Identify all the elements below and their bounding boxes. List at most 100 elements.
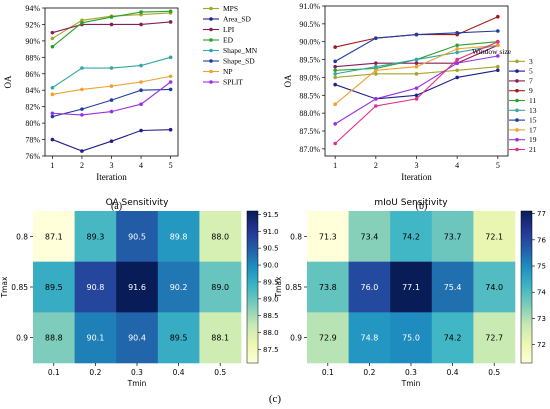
heatmap-cell — [473, 312, 516, 364]
data-point-Area_SD — [80, 149, 84, 153]
cell-value-label: 90.1 — [86, 334, 104, 343]
y-tick-label: 91.0% — [299, 2, 320, 11]
y-tick-label: 88.5% — [299, 91, 320, 100]
y-tick-label: 90.0% — [299, 38, 320, 47]
data-point-Shape_SD — [168, 87, 173, 92]
heatmap-cell — [33, 261, 75, 313]
y-tick-label: 92% — [25, 20, 40, 29]
x-tick-label: 0.4 — [447, 368, 459, 377]
y-axis-label: OA — [3, 75, 13, 88]
data-point-13 — [414, 57, 419, 62]
heatmap-cell — [348, 211, 391, 262]
cell-value-label: 74.0 — [485, 283, 503, 292]
colorbar-tick-label: 74 — [537, 289, 546, 297]
data-point-SPLIT — [80, 113, 84, 117]
data-point-17 — [374, 68, 378, 73]
cell-value-label: 74.2 — [402, 232, 420, 241]
x-tick-label: 1 — [333, 161, 337, 170]
x-tick-label: 3 — [415, 161, 419, 170]
data-point-17 — [414, 64, 419, 69]
data-point-ED — [168, 9, 173, 14]
heatmap-cell — [307, 261, 349, 313]
panel-b-line-chart: 87.0% 87.5% 88.0% 88.5% 89.0% 89.5% 90.0% 90.5%… — [283, 2, 537, 212]
cell-value-label: 88.0 — [211, 232, 229, 241]
colorbar-tick-label: 89.0 — [263, 295, 279, 303]
heatmap-cell — [307, 312, 349, 364]
x-tick-label: 1 — [50, 161, 54, 170]
data-point-5 — [455, 75, 459, 80]
colorbar — [246, 210, 259, 364]
y-tick-label: 84% — [25, 86, 40, 95]
colorbar — [520, 210, 533, 364]
data-point-NP — [80, 87, 84, 92]
x-tick-label: 4 — [455, 161, 459, 170]
data-point-NP — [139, 80, 143, 84]
data-point-LPI — [50, 30, 55, 35]
heatmap-cell — [33, 211, 75, 262]
panel-label: (b) — [416, 201, 428, 212]
x-tick-label: 4 — [139, 161, 143, 170]
colorbar-tick-label: 91.5 — [263, 211, 279, 219]
x-tick-label: 5 — [169, 161, 173, 170]
data-point-21 — [333, 141, 337, 146]
heatmap-cell — [390, 312, 433, 364]
legend-marker-7 — [515, 79, 519, 83]
y-tick-label: 76% — [25, 152, 40, 161]
y-axis-label: Tmax — [274, 276, 283, 298]
data-point-3 — [333, 75, 337, 80]
legend-entry-MPS: MPS — [223, 4, 238, 13]
colorbar-tick-label: 91.0 — [263, 228, 279, 236]
legend-marker-Area_SD — [209, 17, 213, 21]
data-point-Shape_MN — [139, 63, 143, 68]
legend-entry-11: 11 — [529, 96, 536, 105]
legend-marker-15 — [515, 118, 519, 122]
cell-value-label: 73.7 — [444, 232, 462, 241]
y-tick-label: 80% — [25, 119, 40, 128]
data-point-21 — [414, 97, 419, 101]
legend-marker-Shape_MN — [209, 48, 213, 53]
legend-marker-9 — [515, 88, 519, 93]
data-point-21 — [496, 39, 500, 44]
data-point-5 — [496, 68, 500, 73]
cell-value-label: 89.5 — [45, 283, 63, 292]
caption-c: (c) — [269, 393, 282, 405]
data-point-Shape_MN — [80, 66, 84, 70]
heatmap-cell — [157, 211, 200, 262]
colorbar-tick-label: 89.5 — [263, 278, 279, 286]
legend-marker-11 — [515, 98, 519, 103]
cell-value-label: 77.1 — [402, 283, 420, 292]
x-tick-label: 2 — [80, 161, 84, 170]
legend-entry-17: 17 — [529, 125, 537, 134]
data-point-MPS — [139, 12, 143, 17]
y-tick-label: 86% — [25, 70, 40, 79]
y-tick-label: 87.5% — [299, 127, 320, 136]
heatmap-cell — [157, 312, 200, 364]
data-point-MPS — [80, 18, 84, 23]
data-point-Shape_MN — [168, 55, 173, 60]
colorbar-tick-label: 75 — [537, 263, 546, 271]
cell-value-label: 87.1 — [45, 232, 63, 241]
panel-label: (a) — [111, 201, 122, 212]
data-point-15 — [414, 32, 419, 37]
data-point-3 — [414, 72, 419, 76]
data-point-LPI — [109, 22, 114, 27]
legend-marker-LPI — [209, 27, 213, 32]
heatmap-cell — [116, 312, 159, 364]
legend-entry-9: 9 — [529, 86, 533, 95]
cell-value-label: 75.0 — [402, 334, 420, 343]
data-point-11 — [455, 43, 459, 48]
data-point-19 — [374, 97, 378, 101]
legend-entry-19: 19 — [529, 135, 537, 144]
data-point-Area_SD — [139, 128, 143, 133]
legend-entry-ED: ED — [223, 36, 234, 45]
heatmap-cell — [33, 312, 75, 364]
data-point-21 — [374, 104, 378, 108]
data-point-17 — [333, 102, 337, 107]
data-point-19 — [455, 61, 459, 65]
data-point-Shape_MN — [109, 66, 114, 70]
cell-value-label: 75.4 — [444, 283, 462, 292]
heatmap-cell — [473, 211, 516, 262]
data-point-13 — [374, 64, 378, 69]
legend-marker-5 — [515, 69, 519, 73]
